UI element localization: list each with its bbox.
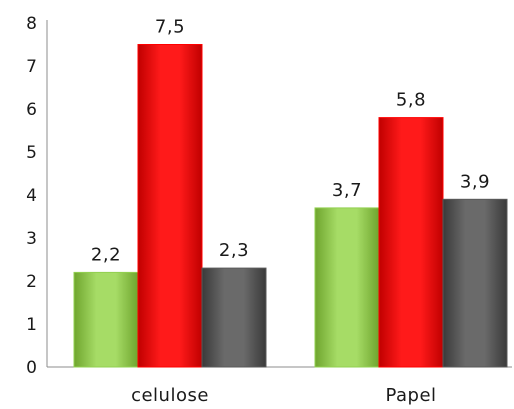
y-tick-label: 7 (26, 57, 37, 77)
y-tick-label: 3 (26, 229, 37, 249)
bar-celulose-series-3 (201, 267, 267, 368)
bar-papel-series-3 (442, 198, 508, 368)
y-tick-label: 2 (26, 272, 37, 292)
data-label: 3,9 (460, 171, 490, 192)
data-label: 2,2 (91, 244, 121, 265)
bars (73, 44, 508, 368)
y-tick-label: 4 (26, 186, 37, 206)
data-label: 7,5 (155, 17, 185, 38)
bar-celulose-series-2 (137, 44, 203, 368)
category-label: Papel (385, 385, 436, 406)
y-tick-label: 1 (26, 315, 37, 335)
data-label: 2,3 (219, 240, 249, 261)
data-label: 3,7 (332, 180, 362, 201)
bar-papel-series-1 (314, 207, 380, 368)
y-tick-label: 6 (26, 100, 37, 120)
category-labels: celulose Papel (131, 385, 436, 406)
bar-celulose-series-1 (73, 271, 139, 368)
bar-papel-series-2 (378, 117, 444, 368)
category-label: celulose (131, 385, 209, 406)
y-tick-label: 0 (26, 358, 37, 378)
data-label: 5,8 (396, 90, 426, 111)
y-tick-label: 8 (26, 14, 37, 34)
y-tick-label: 5 (26, 143, 37, 163)
data-labels: 2,2 7,5 2,3 3,7 5,8 3,9 (91, 17, 490, 266)
y-ticks: 0 1 2 3 4 5 6 7 8 (26, 14, 37, 378)
